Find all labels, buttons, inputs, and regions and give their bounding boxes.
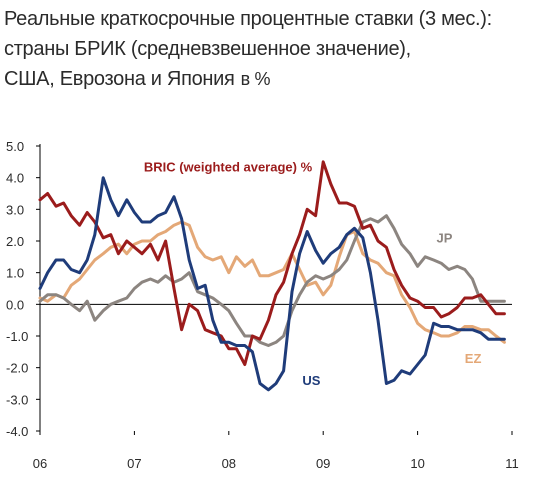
series-line-bric — [38, 160, 506, 366]
x-tick-label: 08 — [222, 456, 236, 471]
series-label-ez: EZ — [465, 351, 482, 366]
title-line-3-text: США, Еврозона и Япония — [4, 68, 235, 90]
series-label-jp: JP — [436, 231, 452, 246]
y-axis-ticks: 5.0 4.0 3.0 2.0 1.0 0.0 -1.0 -2.0 -3.0 -4.0 — [6, 139, 40, 439]
series-line-us — [38, 176, 506, 392]
x-axis-ticks: 06 07 08 09 10 11 — [33, 431, 519, 471]
title-unit: в % — [240, 69, 271, 89]
title-line-1: Реальные краткосрочные процентные ставки… — [4, 8, 492, 30]
y-tick-label: 4.0 — [6, 171, 24, 186]
title-line-3: США, Еврозона и Япония в % — [4, 64, 549, 94]
series-labels: BRIC (weighted average) % US JP EZ — [144, 159, 482, 388]
series-lines — [38, 160, 506, 392]
x-tick-label: 10 — [410, 456, 424, 471]
title-line-2: страны БРИК (средневзвешенное значение), — [4, 38, 411, 60]
y-tick-label: 3.0 — [6, 202, 24, 217]
x-tick-label: 11 — [505, 456, 519, 471]
axes — [39, 144, 512, 435]
y-tick-label: -2.0 — [6, 361, 28, 376]
series-line-ez — [38, 220, 506, 344]
y-tick-label: 0.0 — [6, 297, 24, 312]
y-tick-label: -3.0 — [6, 392, 28, 407]
y-tick-label: 2.0 — [6, 234, 24, 249]
x-tick-label: 07 — [127, 456, 141, 471]
y-tick-label: 1.0 — [6, 266, 24, 281]
series-line-jp — [38, 214, 506, 347]
x-tick-label: 06 — [33, 456, 47, 471]
series-label-us: US — [302, 373, 320, 388]
y-tick-label: 5.0 — [6, 139, 24, 154]
series-label-bric: BRIC (weighted average) % — [144, 159, 313, 174]
y-tick-label: -4.0 — [6, 424, 28, 439]
y-tick-label: -1.0 — [6, 329, 28, 344]
x-tick-label: 09 — [316, 456, 330, 471]
chart-title: Реальные краткосрочные процентные ставки… — [4, 4, 549, 94]
